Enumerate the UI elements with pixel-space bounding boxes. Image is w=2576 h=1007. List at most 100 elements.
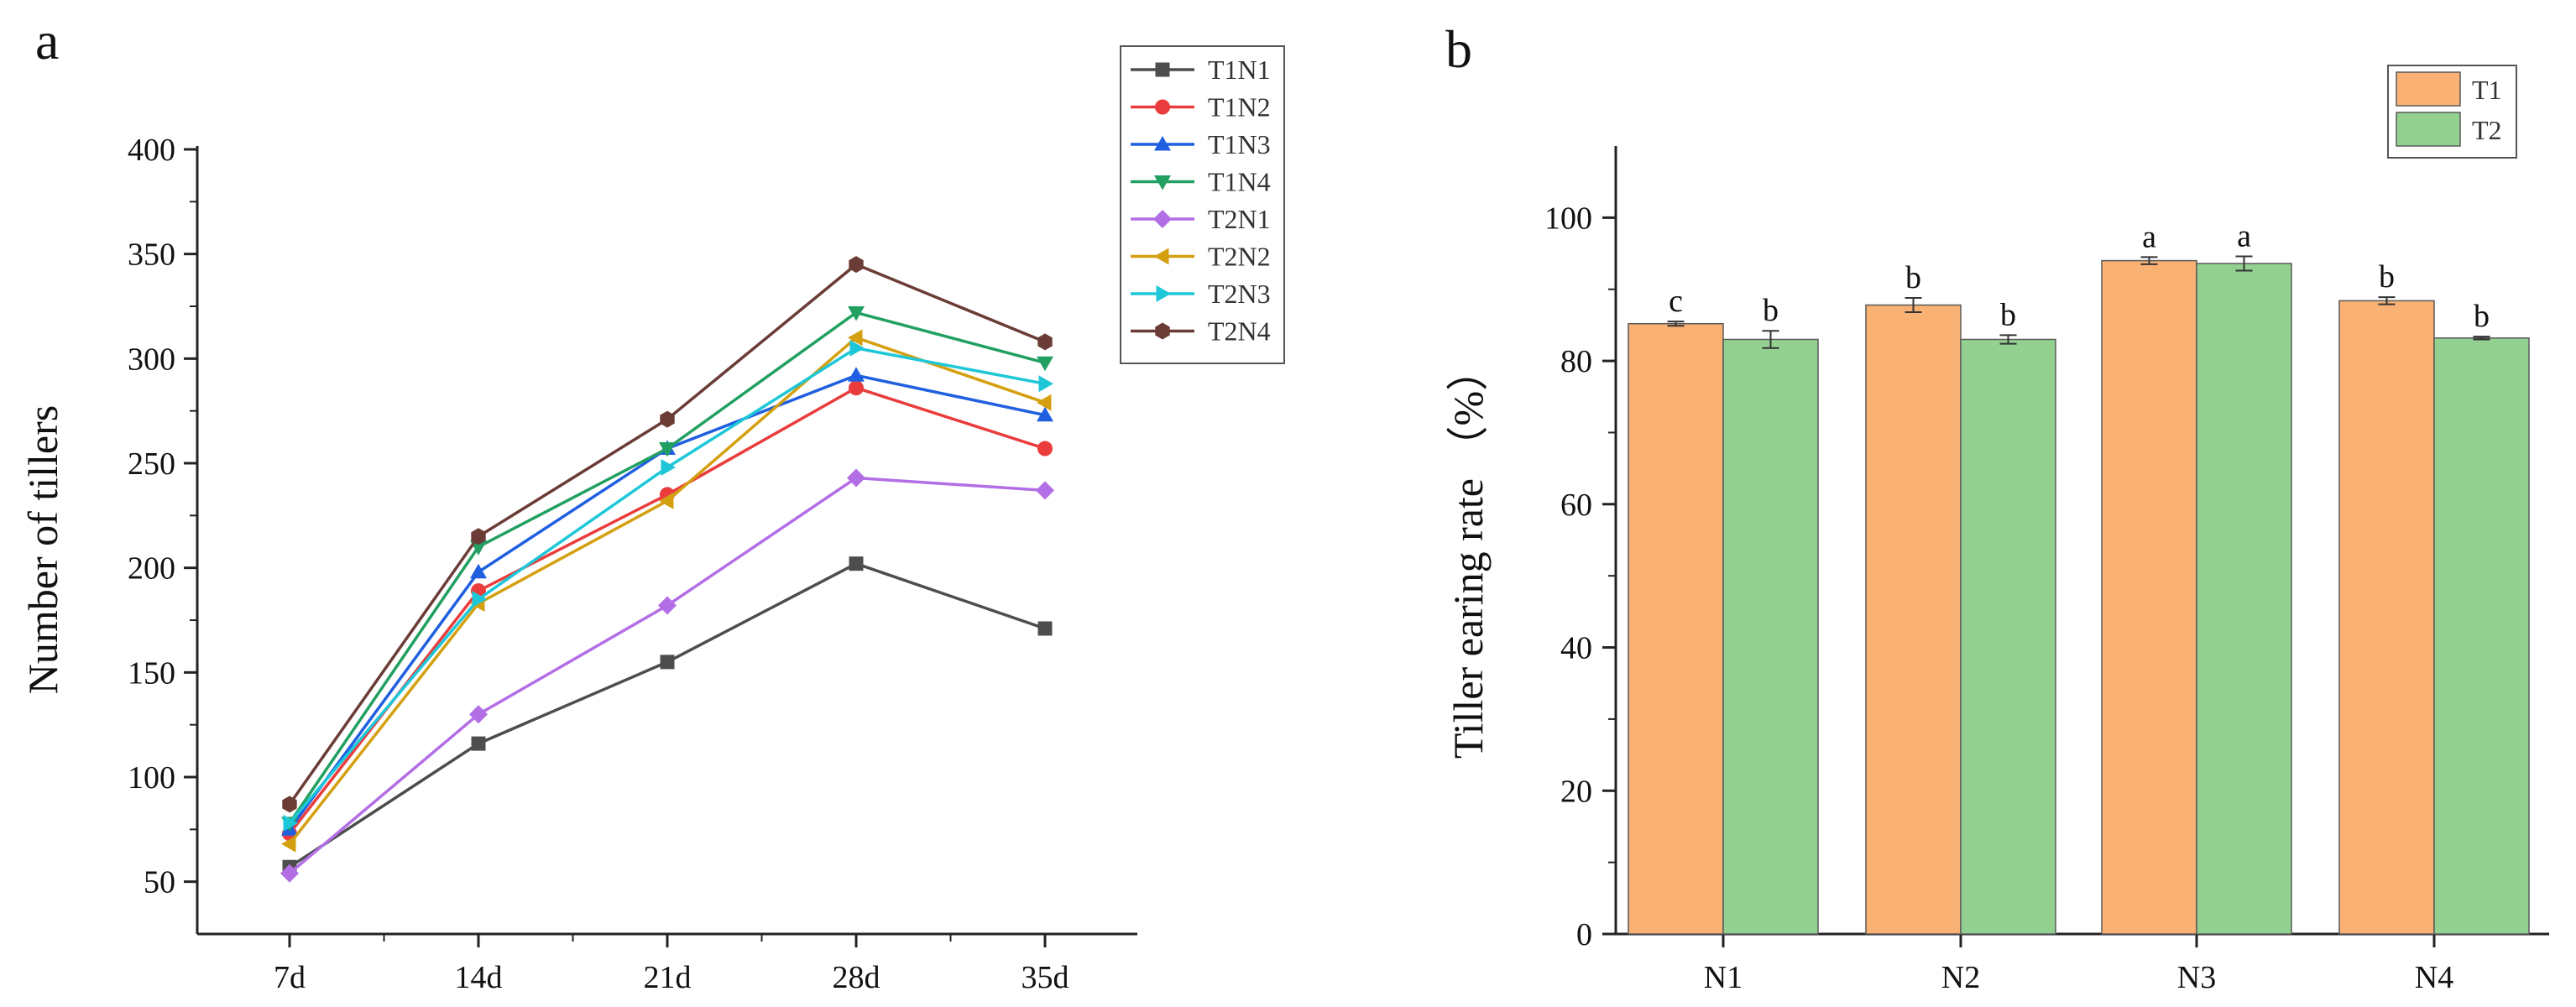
significance-letter: a [2142, 219, 2156, 254]
legend-label: T1N1 [1208, 55, 1271, 85]
legend-label: T1N2 [1208, 92, 1271, 123]
legend-label: T2N4 [1208, 316, 1271, 347]
marker-point [1154, 175, 1171, 190]
marker-point [659, 442, 676, 457]
marker-point [469, 705, 488, 724]
marker-point [1155, 99, 1170, 115]
bar [1960, 338, 2056, 935]
marker-point [1153, 210, 1172, 228]
y-axis-title: Number of tillers [19, 405, 66, 694]
panel-label-a: a [35, 11, 59, 70]
y-tick-label: 100 [1544, 201, 1592, 236]
marker-point [848, 306, 865, 321]
x-tick-label: N2 [1941, 960, 1980, 995]
y-tick-label: 300 [128, 342, 175, 377]
marker-point [1037, 621, 1053, 636]
y-tick-label: 400 [128, 133, 175, 168]
x-tick-label: N1 [1704, 960, 1743, 995]
marker-point [660, 655, 675, 670]
tick-labels: 0 20 40 60 80 100 N1 N2 N3 N4 [1544, 201, 2453, 995]
marker-point [281, 835, 296, 853]
bar [2338, 300, 2435, 935]
bar [2196, 263, 2292, 935]
marker-point [1038, 375, 1053, 393]
marker-point [849, 556, 864, 571]
x-tick-label: 28d [833, 960, 880, 995]
y-tick-label: 150 [128, 655, 175, 691]
y-tick-label: 80 [1560, 344, 1592, 379]
marker-point [1037, 356, 1053, 372]
y-tick-label: 50 [144, 865, 175, 900]
series-t2n4 [282, 256, 1053, 813]
legend-swatch [2396, 71, 2461, 107]
series-t1: c b a b [1628, 219, 2435, 935]
x-tick-label: 21d [644, 960, 692, 995]
marker-point [280, 864, 299, 883]
y-tick-label: 100 [128, 760, 175, 796]
marker-point [470, 563, 487, 579]
bar [1865, 304, 1962, 935]
x-tick-label: N3 [2177, 960, 2216, 995]
series-t2: b b a b [1722, 218, 2530, 935]
series-t2n1 [280, 468, 1054, 883]
marker-point [660, 410, 675, 428]
x-tick-label: N4 [2415, 960, 2453, 995]
marker-point [471, 736, 486, 751]
legend-label: T2 [2472, 115, 2502, 145]
bar [1722, 338, 1819, 935]
marker-point [1154, 248, 1169, 265]
significance-letter: c [1669, 284, 1683, 319]
y-axis-title: Tiller earing rate （%） [1445, 349, 1492, 759]
marker-point [1156, 285, 1171, 302]
marker-point [847, 468, 865, 488]
significance-letter: b [1763, 293, 1779, 328]
legend-box [1120, 45, 1285, 364]
y-tick-label: 20 [1560, 774, 1592, 809]
y-tick-label: 0 [1576, 917, 1592, 952]
marker-point [849, 256, 864, 274]
marker-point [1155, 322, 1170, 340]
marker-point [661, 459, 676, 476]
y-tick-label: 200 [128, 551, 175, 587]
marker-point [282, 796, 297, 813]
legend: T1N1 T1N2 T1N3 T1N4 T2N1 T2N2 T2N3 T2N4 [1120, 45, 1285, 364]
marker-point [1036, 481, 1054, 500]
y-tick-label: 60 [1560, 488, 1592, 523]
significance-letter: b [1905, 260, 1921, 295]
significance-letter: b [2474, 299, 2490, 334]
marker-point [849, 380, 864, 396]
line-chart-panel: a Number of tillers 50 100 150 200 250 300 350… [19, 11, 1285, 995]
bar [2433, 337, 2530, 935]
marker-point [1037, 333, 1053, 351]
significance-letter: b [2379, 259, 2395, 295]
marker-point [1037, 394, 1052, 411]
legend-label: T2N3 [1208, 279, 1271, 309]
series-line [288, 263, 1046, 806]
x-tick-label: 14d [455, 960, 503, 995]
marker-point [658, 596, 677, 615]
series-t1n4 [281, 306, 1053, 832]
series-t1n1 [282, 556, 1053, 874]
marker-point [471, 528, 486, 545]
x-tick-label: 7d [274, 960, 306, 995]
legend-label: T1N4 [1208, 167, 1271, 197]
y-tick-label: 350 [128, 237, 175, 273]
panel-label-b: b [1445, 19, 1472, 79]
marker-point [472, 591, 487, 608]
bar [2101, 259, 2197, 935]
series-line [288, 310, 1046, 824]
marker-point [659, 492, 674, 509]
marker-point [1155, 62, 1170, 77]
marker-point [849, 339, 865, 357]
legend-label: T1 [2472, 75, 2502, 105]
legend-label: T2N2 [1208, 242, 1271, 272]
marker-point [848, 367, 865, 382]
series-group [280, 256, 1054, 883]
bar-chart-panel: b Tiller earing rate （%） 0 20 40 60 80 100 N1 N… [1445, 19, 2549, 995]
marker-point [848, 329, 863, 347]
marker-point [283, 814, 298, 832]
tick-labels: 50 100 150 200 250 300 350 400 7d 14d 21d 28d 35d [128, 133, 1069, 995]
marker-point [1037, 441, 1053, 457]
x-tick-label: 35d [1022, 960, 1069, 995]
